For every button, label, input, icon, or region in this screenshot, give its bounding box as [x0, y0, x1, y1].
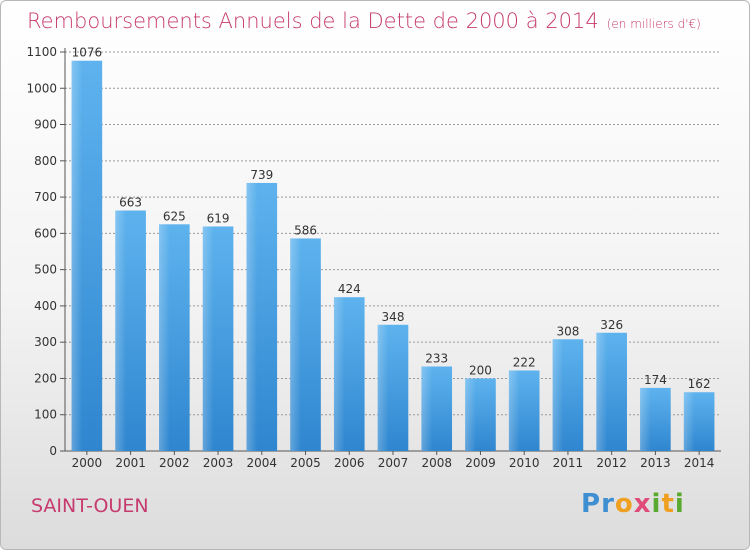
x-tick-label: 2010: [509, 456, 540, 470]
bar-value-label: 174: [644, 373, 667, 387]
logo-letter: x: [633, 489, 652, 519]
y-tick-label: 600: [34, 226, 57, 240]
x-tick-label: 2000: [72, 456, 103, 470]
y-tick-label: 500: [34, 263, 57, 277]
y-tick-label: 200: [34, 371, 57, 385]
chart-subtitle: (en milliers d'€): [606, 17, 701, 31]
logo-letter: i: [651, 489, 662, 519]
y-tick-label: 1100: [26, 45, 57, 59]
x-tick-label: 2012: [596, 456, 627, 470]
bar-value-label: 619: [207, 211, 230, 225]
bar-highlight: [71, 60, 83, 452]
y-tick-label: 300: [34, 335, 57, 349]
x-tick-label: 2001: [115, 456, 146, 470]
bar-highlight: [246, 182, 258, 451]
bar-highlight: [508, 370, 520, 451]
y-tick-label: 800: [34, 154, 57, 168]
bar-value-label: 739: [250, 168, 273, 182]
chart-title-text: Remboursements Annuels de la Dette de 20…: [27, 9, 599, 33]
x-tick-label: 2011: [553, 456, 584, 470]
chart-title: Remboursements Annuels de la Dette de 20…: [27, 9, 701, 33]
x-tick-label: 2007: [378, 456, 409, 470]
bar-highlight: [640, 387, 651, 451]
bar-value-label: 663: [119, 196, 142, 210]
x-tick-label: 2014: [684, 456, 715, 470]
bar-highlight: [465, 378, 476, 451]
bar-value-label: 625: [163, 209, 186, 223]
y-tick-label: 400: [34, 299, 57, 313]
bar-value-label: 222: [513, 355, 536, 369]
bar-value-label: 1076: [72, 46, 103, 60]
logo-letter: P: [581, 489, 602, 519]
y-tick-label: 900: [34, 118, 57, 132]
x-tick-label: 2006: [334, 456, 365, 470]
x-tick-label: 2013: [640, 456, 671, 470]
bar-value-label: 233: [425, 351, 448, 365]
bar-layer: 1076 663 625 619 739 586 424 348 233 200 222 308 326…: [71, 46, 715, 452]
bar-value-label: 586: [294, 223, 317, 237]
bar-highlight: [115, 210, 127, 451]
bar-value-label: 326: [600, 318, 623, 332]
x-tick-label: 2002: [159, 456, 190, 470]
y-tick-label: 0: [49, 444, 57, 458]
x-tick-label: 2004: [247, 456, 278, 470]
bar-value-label: 308: [556, 324, 579, 338]
logo-letter: o: [614, 489, 634, 519]
x-tick-label: 2003: [203, 456, 234, 470]
x-tick-label: 2005: [290, 456, 321, 470]
y-tick-label: 100: [34, 408, 57, 422]
bar-highlight: [333, 297, 345, 451]
bar-highlight: [159, 224, 170, 451]
bar-highlight: [683, 392, 695, 451]
bar-highlight: [596, 332, 608, 451]
proxiti-logo: Proxiti: [581, 489, 685, 519]
commune-name: SAINT-OUEN: [31, 495, 149, 517]
bar-highlight: [421, 366, 433, 451]
bar-value-label: 424: [338, 282, 361, 296]
bar-highlight: [552, 339, 564, 451]
y-tick-label: 1000: [26, 81, 57, 95]
bar-value-label: 200: [469, 363, 492, 377]
bar-highlight: [202, 226, 214, 451]
x-tick-label: 2009: [465, 456, 496, 470]
bar-value-label: 162: [688, 377, 711, 391]
logo-letter: r: [601, 489, 615, 519]
bar-highlight: [290, 238, 301, 451]
logo-letter: i: [674, 489, 685, 519]
y-tick-label: 700: [34, 190, 57, 204]
logo-letter: t: [661, 489, 675, 519]
bar-highlight: [377, 324, 389, 451]
bar-value-label: 348: [382, 310, 405, 324]
x-tick-label: 2008: [421, 456, 452, 470]
